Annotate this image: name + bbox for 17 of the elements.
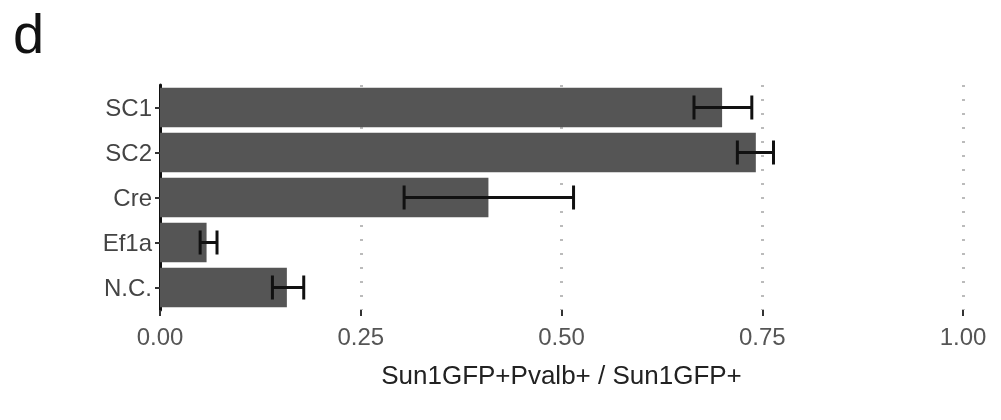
y-tick-label: SC1 [105, 94, 152, 121]
bar [160, 222, 207, 263]
x-tick-label: 0.00 [136, 322, 184, 350]
y-tick-label: Ef1a [102, 229, 153, 256]
y-tick-label: SC2 [105, 139, 152, 166]
bar [160, 267, 287, 308]
bar [160, 87, 723, 128]
x-tick-label: 1.00 [939, 322, 987, 350]
x-tick-label: 0.25 [337, 322, 385, 350]
x-tick-label: 0.75 [738, 322, 786, 350]
x-tick-label: 0.50 [538, 322, 585, 350]
y-tick-label: N.C. [104, 274, 152, 301]
x-axis-title: Sun1GFP+Pvalb+ / Sun1GFP+ [381, 360, 742, 390]
y-tick-label: Cre [113, 184, 152, 211]
bar [160, 132, 756, 173]
bar [160, 177, 489, 218]
chart-title: d [13, 1, 45, 65]
